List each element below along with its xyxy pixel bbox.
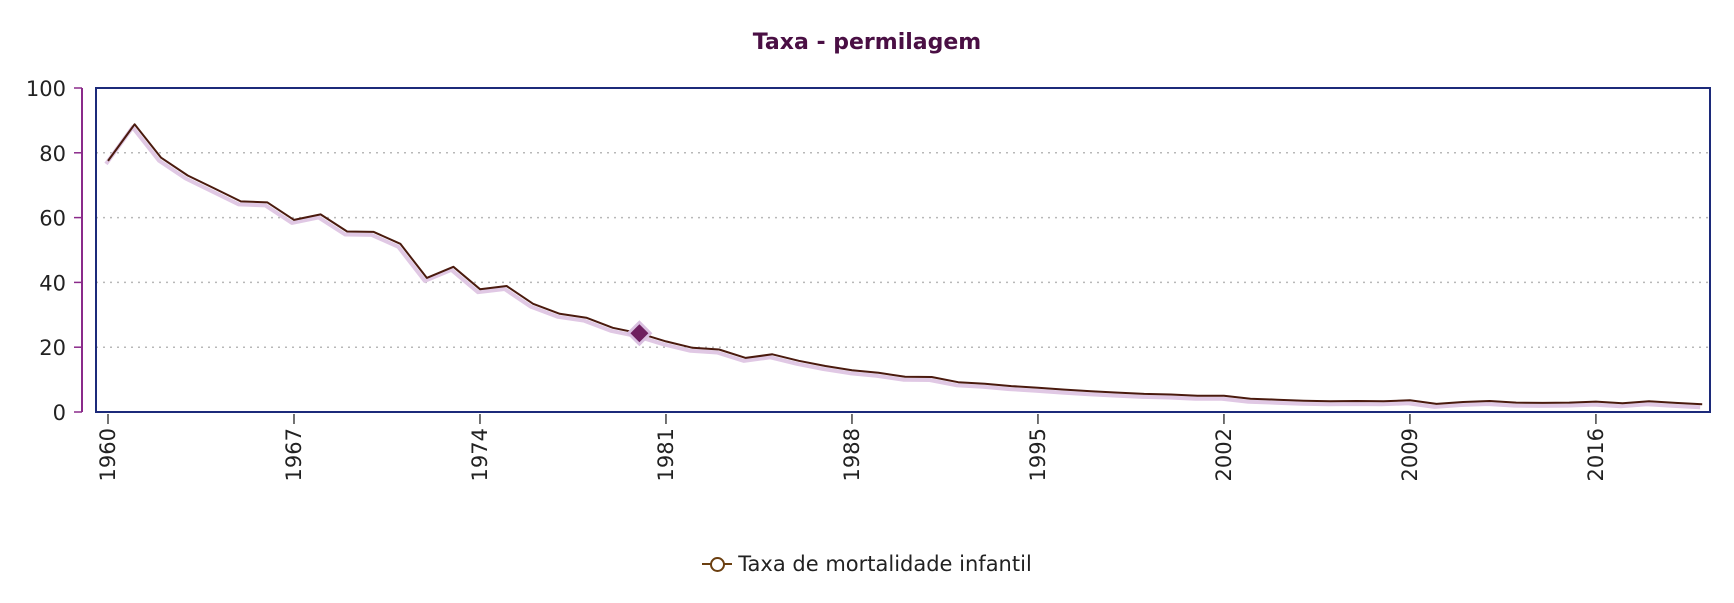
grid-lines xyxy=(96,152,1710,348)
x-tick-label: 1995 xyxy=(1026,428,1050,481)
series-line-shadow xyxy=(104,125,1701,410)
legend-label: Taxa de mortalidade infantil xyxy=(738,552,1032,576)
chart-title: Taxa - permilagem xyxy=(752,30,982,55)
y-tick-label: 20 xyxy=(39,336,66,360)
x-tick-label: 1981 xyxy=(654,428,678,481)
y-tick-label: 40 xyxy=(39,271,66,295)
x-tick-label: 2016 xyxy=(1584,428,1608,481)
y-tick-label: 80 xyxy=(39,142,66,166)
y-tick-label: 60 xyxy=(39,207,66,231)
legend[interactable]: Taxa de mortalidade infantil xyxy=(0,551,1734,576)
x-tick-label: 2002 xyxy=(1212,428,1236,481)
x-tick-label: 2009 xyxy=(1398,428,1422,481)
legend-marker-icon xyxy=(702,557,733,572)
x-tick-label: 1974 xyxy=(468,428,492,481)
tick-labels: 0 20 40 60 80 100 1960 1967 1974 1981 1988 1995 2002… xyxy=(26,77,1608,481)
y-tick-label: 100 xyxy=(26,77,66,101)
series xyxy=(104,123,1703,410)
x-tick-label: 1960 xyxy=(96,428,120,481)
x-tick-label: 1967 xyxy=(282,428,306,481)
y-tick-label: 0 xyxy=(53,401,66,425)
x-tick-label: 1988 xyxy=(840,428,864,481)
highlight-point xyxy=(630,324,649,343)
axes xyxy=(74,87,1711,424)
plot-frame xyxy=(95,87,1711,413)
series-line xyxy=(107,123,1703,406)
